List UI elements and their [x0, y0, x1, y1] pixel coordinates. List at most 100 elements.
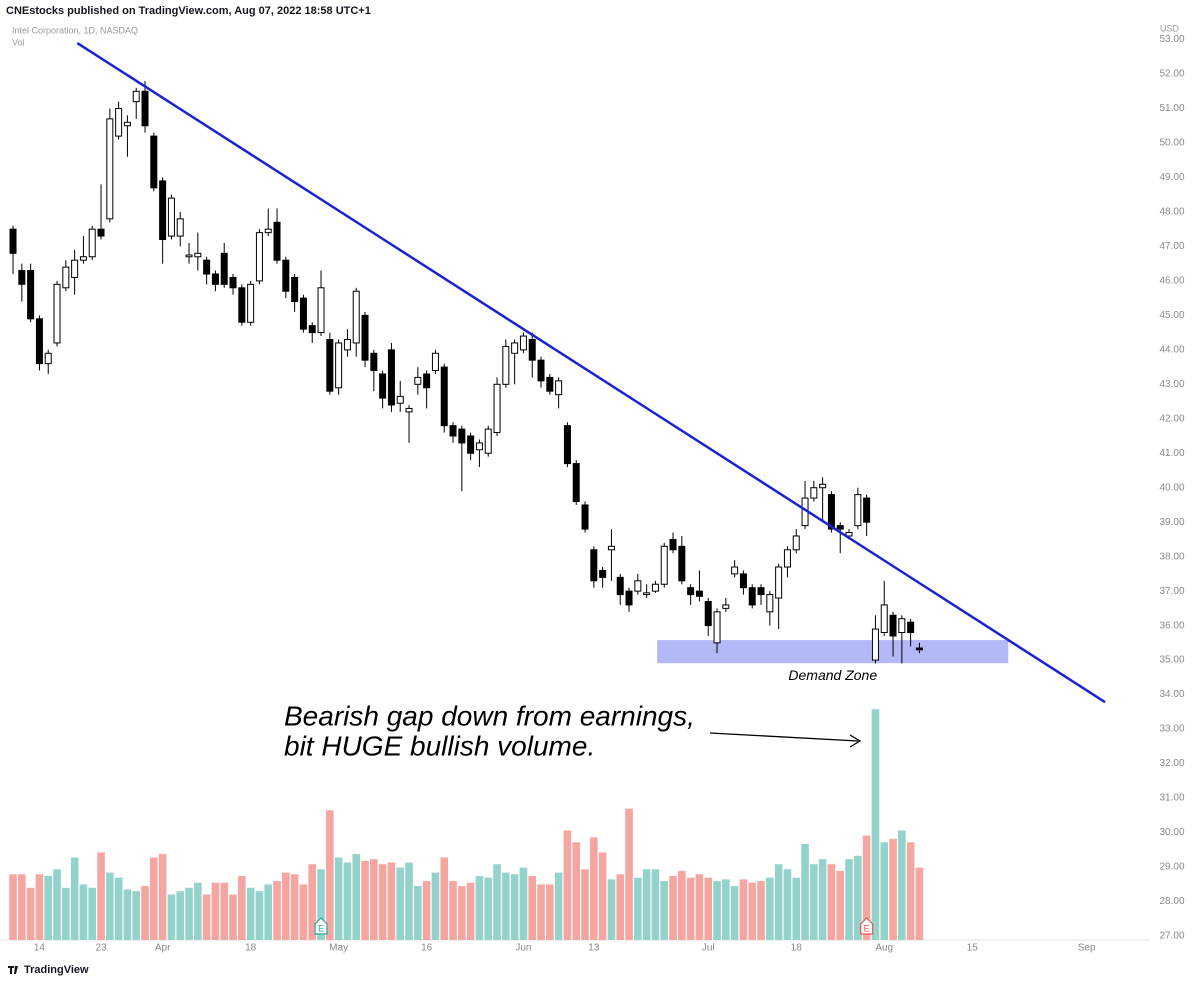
- volume-bar: [246, 887, 255, 940]
- demand-zone: [657, 640, 1009, 664]
- volume-bar: [528, 875, 537, 940]
- candle-body: [678, 545, 686, 582]
- volume-bar: [158, 854, 167, 940]
- event-marker: [314, 917, 328, 935]
- volume-bar: [537, 884, 545, 940]
- candle-body: [854, 494, 862, 527]
- volume-bar: [669, 875, 677, 940]
- candle-body: [563, 425, 571, 465]
- volume-bar: [484, 877, 493, 940]
- candle-body: [273, 221, 281, 261]
- y-tick-label: 45.00: [1159, 310, 1184, 321]
- volume-bar: [317, 869, 325, 940]
- y-tick-label: 28.00: [1159, 896, 1184, 907]
- volume-bar: [141, 886, 149, 940]
- volume-bar: [854, 855, 862, 940]
- volume-bar: [194, 882, 202, 940]
- y-tick-label: 49.00: [1159, 172, 1184, 183]
- event-marker: [860, 917, 874, 935]
- candle-body: [863, 497, 871, 523]
- volume-label: Vol: [12, 37, 25, 47]
- candle-body: [264, 228, 272, 234]
- volume-bar: [431, 872, 440, 940]
- volume-bar: [519, 867, 528, 940]
- candle-body: [247, 283, 255, 323]
- y-tick-label: 47.00: [1159, 241, 1184, 252]
- volume-bar: [167, 894, 176, 940]
- candle-body: [194, 252, 202, 258]
- event-label: E: [864, 923, 870, 933]
- volume-bar: [185, 887, 193, 940]
- candle-body: [757, 587, 765, 596]
- candle-body: [317, 287, 325, 334]
- volume-bar: [704, 877, 713, 940]
- candle-body: [484, 428, 492, 454]
- candle-body: [766, 594, 774, 613]
- volume-bar: [766, 877, 774, 940]
- candle-body: [203, 259, 211, 275]
- candle-body: [660, 545, 668, 585]
- volume-bar: [378, 864, 387, 940]
- volume-bar: [625, 808, 633, 940]
- x-tick-label: Jun: [515, 943, 531, 954]
- volume-bar: [35, 874, 44, 940]
- candle-body: [132, 90, 140, 103]
- y-tick-label: 27.00: [1159, 931, 1184, 942]
- volume-bar: [422, 881, 431, 940]
- volume-bar: [414, 886, 422, 940]
- volume-bar: [757, 881, 765, 940]
- chart-title: Intel Corporation, 1D, NASDAQ: [12, 25, 138, 35]
- candle-body: [44, 352, 52, 365]
- volume-bar: [370, 859, 378, 940]
- volume-bar: [220, 882, 229, 940]
- volume-bar: [827, 864, 836, 940]
- y-tick-label: 43.00: [1159, 379, 1184, 390]
- arrow-head: [849, 734, 862, 748]
- candle-body: [458, 428, 466, 444]
- volume-bar: [915, 867, 924, 940]
- volume-bar: [299, 884, 308, 940]
- candle-body: [299, 297, 307, 330]
- annotation: Bearish gap down from earnings,: [284, 700, 695, 731]
- volume-bar: [818, 859, 827, 940]
- candle-body: [722, 604, 730, 609]
- volume-bar: [722, 879, 730, 940]
- candle-body: [150, 135, 158, 189]
- volume-bar: [686, 877, 695, 940]
- candle-body: [467, 435, 475, 454]
- candle-body: [475, 442, 483, 451]
- y-tick-label: 50.00: [1159, 138, 1184, 149]
- volume-bar: [229, 894, 237, 940]
- candle-body: [185, 254, 193, 258]
- candle-body: [123, 121, 131, 127]
- volume-bar: [70, 857, 79, 940]
- candle-body: [739, 573, 747, 589]
- volume-bar: [774, 864, 783, 940]
- candle-body: [511, 342, 519, 354]
- volume-bar: [79, 884, 88, 940]
- candle-body: [889, 614, 897, 637]
- candle-body: [607, 545, 615, 551]
- candle-body: [379, 373, 387, 399]
- volume-bar: [440, 857, 449, 940]
- y-tick-label: 44.00: [1159, 344, 1184, 355]
- volume-bar: [906, 842, 915, 940]
- candle-body: [88, 228, 96, 258]
- candle-body: [238, 287, 246, 323]
- volume-bar: [334, 857, 343, 940]
- candle-body: [687, 587, 695, 596]
- candle-body: [211, 273, 219, 285]
- candle-body: [27, 270, 35, 320]
- x-tick-label: 23: [95, 943, 107, 954]
- volume-bar: [106, 872, 114, 940]
- y-tick-label: 48.00: [1159, 207, 1184, 218]
- volume-bar: [290, 874, 299, 940]
- volume-bar: [475, 875, 484, 940]
- candle-body: [79, 256, 87, 261]
- candle-body: [282, 259, 290, 292]
- candle-body: [783, 549, 791, 568]
- candle-body: [167, 197, 175, 237]
- candle-body: [308, 325, 316, 334]
- candle-body: [493, 383, 501, 434]
- volume-bar: [123, 889, 132, 940]
